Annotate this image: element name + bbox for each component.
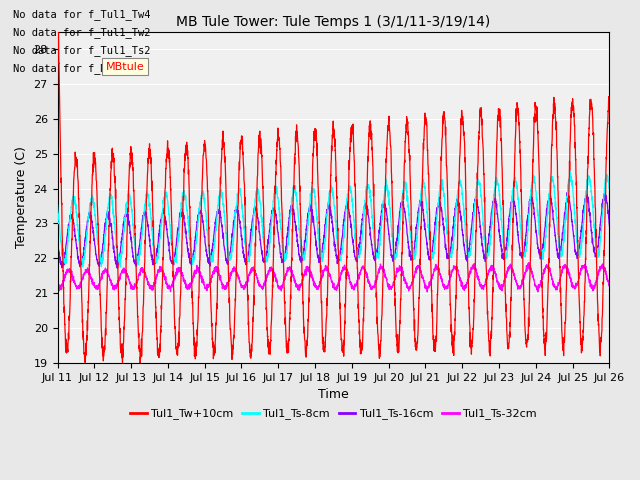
- Text: No data for f_MBtule: No data for f_MBtule: [13, 63, 138, 74]
- Text: No data for f_Tul1_Ts2: No data for f_Tul1_Ts2: [13, 45, 150, 56]
- Title: MB Tule Tower: Tule Temps 1 (3/1/11-3/19/14): MB Tule Tower: Tule Temps 1 (3/1/11-3/19…: [177, 15, 491, 29]
- X-axis label: Time: Time: [318, 388, 349, 401]
- Text: No data for f_Tul1_Tw2: No data for f_Tul1_Tw2: [13, 27, 150, 38]
- Text: No data for f_Tul1_Tw4: No data for f_Tul1_Tw4: [13, 9, 150, 20]
- Y-axis label: Temperature (C): Temperature (C): [15, 146, 28, 248]
- Text: MBtule: MBtule: [106, 61, 145, 72]
- Legend: Tul1_Tw+10cm, Tul1_Ts-8cm, Tul1_Ts-16cm, Tul1_Ts-32cm: Tul1_Tw+10cm, Tul1_Ts-8cm, Tul1_Ts-16cm,…: [125, 404, 541, 424]
